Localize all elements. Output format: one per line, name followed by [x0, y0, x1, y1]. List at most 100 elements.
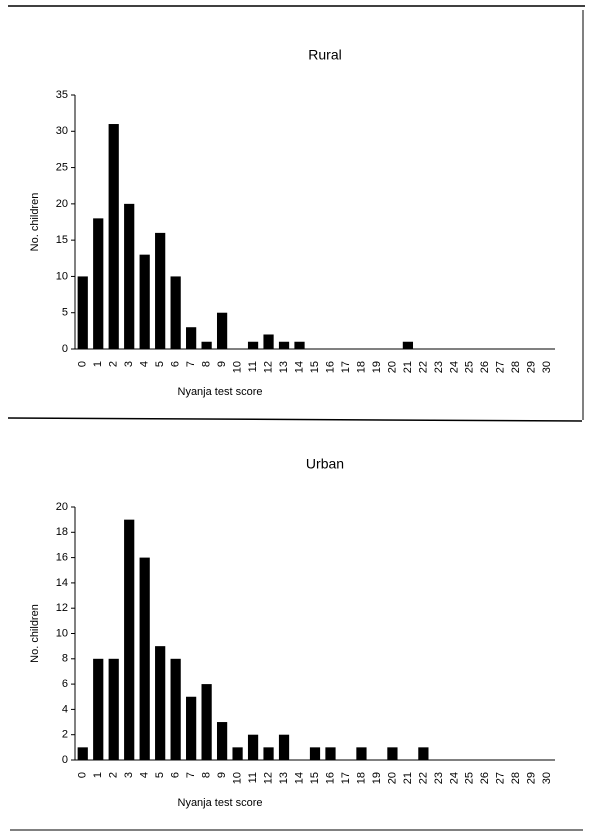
y-tick-label: 10 [56, 627, 68, 639]
bar [232, 747, 243, 760]
x-tick-label: 24 [448, 361, 460, 373]
x-tick-label: 11 [247, 361, 259, 372]
x-tick-label: 20 [386, 361, 398, 373]
x-tick-label: 28 [510, 772, 522, 784]
bar [77, 276, 88, 349]
y-tick-label: 20 [56, 198, 68, 210]
y-axis-label: No. children [29, 604, 41, 663]
chart-title: Rural [308, 47, 341, 63]
x-tick-label: 11 [247, 772, 259, 783]
x-tick-label: 8 [201, 361, 213, 367]
y-tick-label: 20 [56, 501, 68, 513]
x-tick-label: 16 [324, 361, 336, 373]
bar [139, 557, 150, 760]
x-tick-label: 29 [526, 361, 538, 373]
x-tick-label: 9 [216, 361, 228, 367]
x-axis-label: Nyanja test score [178, 386, 263, 398]
x-tick-label: 13 [278, 772, 290, 784]
y-tick-label: 30 [56, 125, 68, 137]
y-tick-label: 5 [62, 307, 68, 319]
x-tick-label: 0 [77, 361, 89, 367]
bar [124, 203, 135, 349]
x-tick-label: 10 [231, 772, 243, 784]
x-tick-label: 24 [448, 772, 460, 784]
bar [108, 658, 119, 760]
x-tick-label: 13 [278, 361, 290, 373]
x-tick-label: 25 [464, 772, 476, 784]
x-tick-label: 14 [293, 361, 305, 373]
x-tick-label: 18 [355, 772, 367, 784]
bar [247, 734, 259, 760]
x-tick-label: 15 [309, 772, 321, 784]
x-tick-label: 1 [92, 772, 104, 778]
y-tick-label: 0 [62, 343, 68, 355]
bar [155, 646, 166, 760]
x-axis-label: Nyanja test score [178, 797, 263, 809]
y-tick-label: 16 [56, 552, 68, 564]
x-tick-label: 17 [340, 361, 352, 373]
x-tick-label: 0 [77, 772, 89, 778]
x-tick-label: 19 [371, 361, 383, 373]
x-tick-label: 30 [541, 772, 553, 784]
y-tick-label: 8 [62, 653, 68, 665]
x-tick-label: 4 [139, 772, 151, 778]
y-tick-label: 12 [56, 602, 68, 614]
bar [93, 218, 104, 349]
bar [170, 276, 181, 349]
x-tick-label: 17 [340, 772, 352, 784]
x-tick-label: 28 [510, 361, 522, 373]
y-tick-label: 10 [56, 270, 68, 282]
x-tick-label: 26 [479, 361, 491, 373]
x-tick-label: 18 [355, 361, 367, 373]
y-tick-label: 25 [56, 161, 68, 173]
x-tick-label: 16 [324, 772, 336, 784]
x-tick-label: 29 [526, 772, 538, 784]
x-tick-label: 7 [185, 361, 197, 367]
x-tick-label: 15 [309, 361, 321, 373]
x-tick-label: 26 [479, 772, 491, 784]
x-tick-label: 9 [216, 772, 228, 778]
x-tick-label: 30 [541, 361, 553, 373]
x-tick-label: 21 [402, 361, 414, 373]
x-tick-label: 4 [139, 361, 151, 367]
y-axis-label: No. children [29, 193, 41, 252]
bar [139, 254, 150, 349]
bar [356, 747, 367, 760]
x-tick-label: 10 [231, 361, 243, 373]
x-tick-label: 1 [92, 361, 104, 367]
x-tick-label: 23 [433, 361, 445, 373]
x-tick-label: 2 [108, 772, 120, 778]
x-tick-label: 21 [402, 772, 414, 784]
y-tick-label: 35 [56, 89, 68, 101]
y-tick-label: 6 [62, 678, 68, 690]
bar [402, 341, 414, 349]
bar [155, 232, 166, 349]
y-tick-label: 2 [62, 729, 68, 741]
y-tick-label: 0 [62, 754, 68, 766]
bar [186, 696, 197, 760]
bar [278, 341, 290, 349]
x-tick-label: 5 [154, 361, 166, 367]
bar [325, 747, 336, 760]
x-tick-label: 6 [170, 361, 182, 367]
chart-title: Urban [306, 456, 344, 472]
bar [77, 747, 88, 760]
y-tick-label: 14 [56, 577, 68, 589]
bar [201, 684, 212, 760]
bar [186, 327, 197, 349]
x-tick-label: 20 [386, 772, 398, 784]
bar [247, 341, 259, 349]
y-tick-label: 18 [56, 526, 68, 538]
x-tick-label: 25 [464, 361, 476, 373]
bar [216, 722, 228, 760]
x-tick-label: 6 [170, 772, 182, 778]
bar [93, 658, 104, 760]
divider [7, 417, 583, 422]
x-tick-label: 22 [417, 361, 429, 373]
x-tick-label: 19 [371, 772, 383, 784]
y-tick-label: 4 [62, 703, 68, 715]
bar [216, 312, 228, 349]
bar [263, 747, 274, 760]
bar [278, 734, 290, 760]
